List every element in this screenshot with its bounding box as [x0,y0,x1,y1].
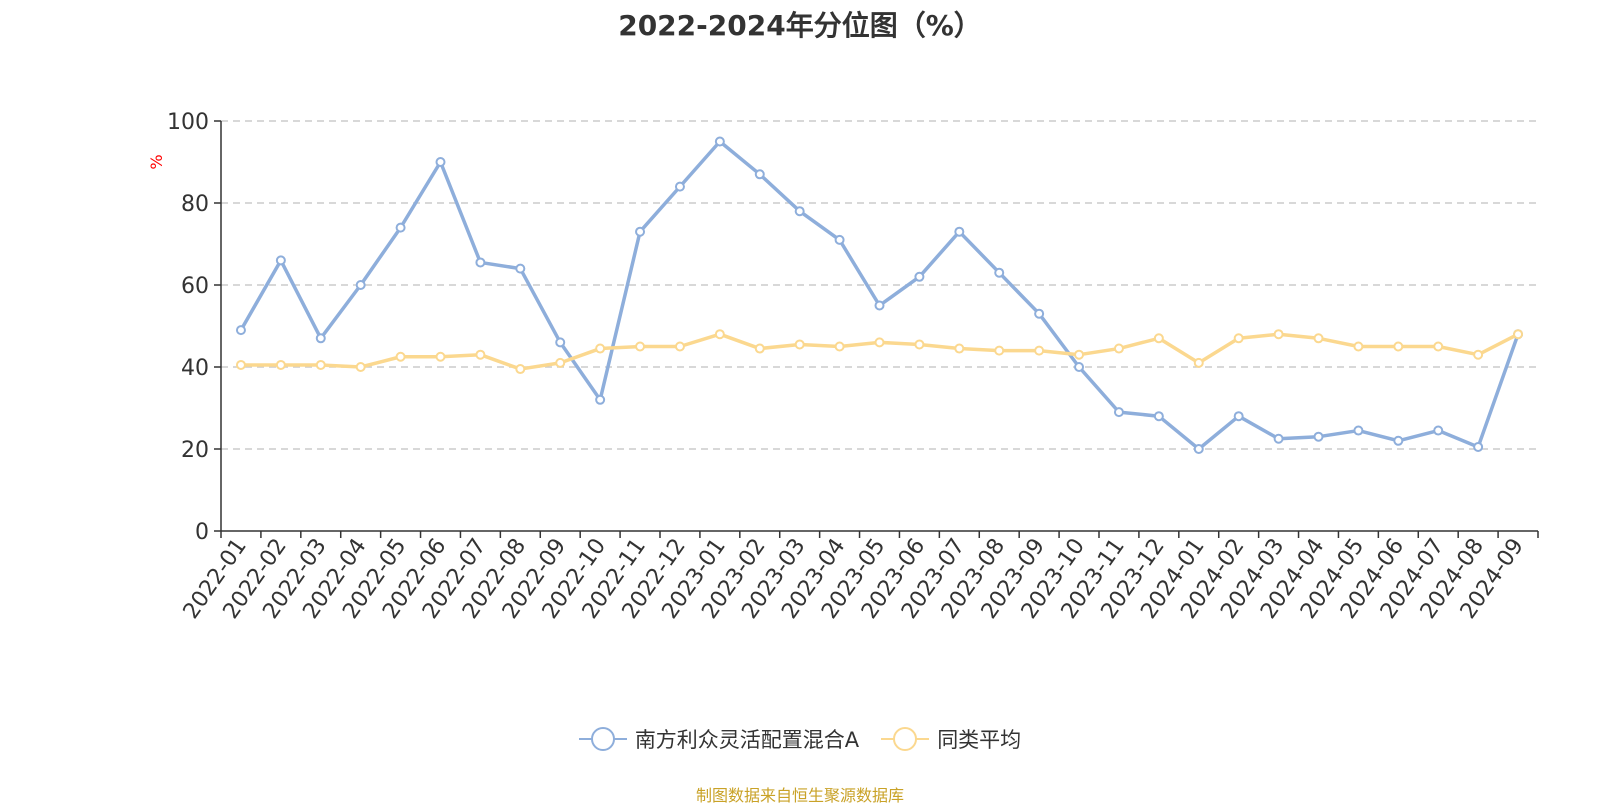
grid-lines [221,120,1538,450]
data-point [1233,411,1244,422]
data-point [994,267,1005,278]
y-axis-unit-label: % [147,154,166,169]
data-point [754,343,765,354]
y-tick-label: 0 [195,520,209,545]
data-point [315,359,326,370]
data-point [1313,431,1324,442]
data-point [355,362,366,372]
data-point [754,169,765,180]
data-point [1113,343,1124,354]
legend-label: 南方利众灵活配置混合A [634,728,860,752]
legend: 南方利众灵活配置混合A 同类平均 [0,722,1600,756]
data-point [794,339,805,350]
data-point [275,359,286,370]
data-point [1233,333,1244,344]
legend-swatch [881,727,930,751]
data-point [1273,433,1284,444]
data-point [1313,333,1324,344]
series-line-0 [239,139,1520,451]
data-point [674,341,685,352]
data-point [475,257,486,268]
data-point [595,394,606,405]
data-point [794,206,805,217]
legend-swatch [578,727,627,751]
y-tick-label: 20 [181,438,209,463]
y-tick-label: 60 [181,274,209,299]
data-point [1433,425,1444,436]
data-point [275,255,286,266]
data-point [874,337,885,348]
data-point [1273,329,1284,340]
data-point [395,222,406,233]
axes: 0204060801002022-012022-022022-032022-04… [167,110,1539,624]
data-point [635,226,646,237]
data-point [1473,349,1484,360]
data-point [555,357,566,368]
data-point [555,337,566,348]
data-point [635,341,646,352]
data-point [315,333,326,344]
data-point [1074,362,1085,372]
data-point [914,339,925,350]
data-point [994,345,1005,356]
data-point [674,181,685,192]
data-point [595,343,606,354]
data-point [1034,308,1045,319]
data-point [515,364,526,375]
data-point [714,136,725,147]
data-point [1513,329,1524,340]
legend-label: 同类平均 [937,728,1022,752]
data-point [954,343,965,354]
data-point [1074,349,1085,360]
legend-item-1[interactable]: 同类平均 [881,724,1021,754]
data-point [1473,441,1484,452]
data-point [1193,357,1204,368]
data-point [834,234,845,245]
data-point [914,271,925,282]
data-point [475,349,486,360]
data-point [515,263,526,274]
y-tick-label: 40 [181,356,209,381]
data-point [1393,435,1404,446]
data-point [834,341,845,352]
data-point [1153,411,1164,422]
data-point [235,359,246,370]
data-point [1034,345,1045,356]
y-tick-label: 100 [167,110,209,135]
data-point [235,325,246,336]
data-point [714,329,725,340]
data-point [1433,341,1444,352]
data-point [1393,341,1404,352]
data-point [1353,425,1364,436]
data-point [1153,333,1164,344]
y-tick-label: 80 [181,192,209,217]
data-point [954,226,965,237]
data-point [395,351,406,362]
data-point [874,300,885,311]
source-note: 制图数据来自恒生聚源数据库 [695,786,904,805]
legend-item-0[interactable]: 南方利众灵活配置混合A [578,724,860,754]
data-point [355,280,366,290]
data-point [1113,407,1124,418]
data-point [435,351,446,362]
chart-title: 2022-2024年分位图（%） [618,9,982,42]
data-point [435,157,446,167]
series-lines [235,136,1524,454]
data-point [1193,444,1204,454]
data-point [1353,341,1364,352]
